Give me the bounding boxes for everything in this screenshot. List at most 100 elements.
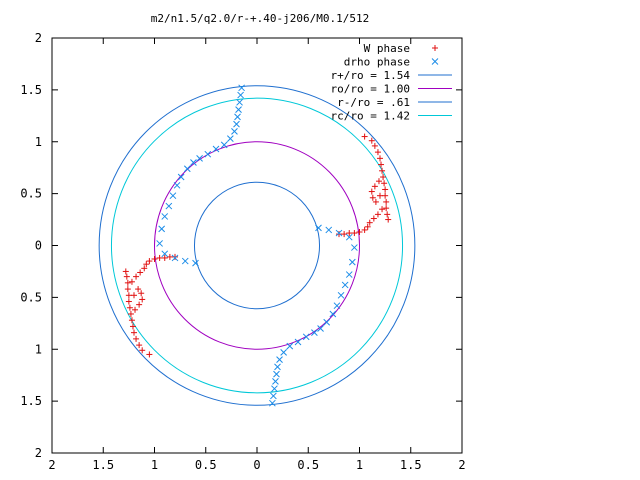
drho-phase-point — [348, 258, 356, 266]
drho-phase-point — [341, 281, 349, 289]
w-phase-point — [384, 211, 391, 218]
drho-phase-point — [177, 173, 185, 181]
drho-phase-point — [183, 165, 191, 173]
drho-phase-point — [311, 329, 318, 337]
w-phase-point — [351, 230, 358, 237]
w-phase-point — [383, 198, 390, 205]
w-phase-point — [131, 292, 137, 299]
radius-circle — [154, 141, 360, 350]
x-tick-label: 0.5 — [195, 458, 217, 472]
x-tick-label: 1 — [151, 458, 158, 472]
drho-phase-point — [333, 302, 341, 310]
w-phase-point — [125, 298, 132, 305]
w-phase-point — [124, 286, 131, 293]
w-phase-point — [383, 205, 390, 212]
w-phase-point — [124, 279, 131, 286]
w-phase-point — [166, 253, 173, 260]
radius-circle — [98, 85, 416, 406]
legend-marker-sample — [432, 45, 438, 51]
drho-phase-point — [226, 135, 234, 142]
w-phase-point — [138, 290, 145, 297]
w-phase-point — [378, 161, 385, 168]
w-phase-point — [368, 188, 375, 195]
legend-label: drho phase — [344, 56, 410, 69]
w-phase-point — [364, 223, 371, 230]
drho-phase-point — [329, 310, 337, 318]
y-tick-label: 0.5 — [20, 290, 42, 304]
w-phase-point — [136, 342, 143, 349]
y-tick-label: 1 — [35, 135, 42, 149]
w-phase-point — [137, 269, 144, 276]
drho-phase-point — [171, 254, 179, 262]
w-phase-point — [346, 230, 353, 237]
drho-phase-point — [317, 325, 324, 332]
x-tick-label: 2 — [48, 458, 55, 472]
w-phase-point — [161, 254, 168, 261]
y-tick-label: 2 — [35, 446, 42, 460]
drho-phase-point — [231, 128, 238, 135]
drho-phase-point — [235, 106, 242, 113]
phase-points — [122, 84, 392, 407]
w-phase-point — [374, 211, 381, 218]
drho-phase-point — [236, 98, 243, 106]
w-phase-point — [136, 301, 143, 308]
w-phase-point — [371, 183, 378, 190]
drho-phase-point — [156, 240, 163, 247]
w-phase-point — [123, 273, 130, 280]
legend-label: r+/ro = 1.54 — [331, 69, 411, 82]
radius-circle — [193, 181, 321, 310]
w-phase-point — [382, 192, 389, 199]
w-phase-point — [381, 180, 388, 187]
drho-phase-point — [337, 291, 345, 299]
drho-phase-point — [325, 226, 333, 234]
drho-phase-point — [181, 257, 189, 265]
w-phase-point — [382, 186, 389, 193]
drho-phase-point — [323, 318, 331, 326]
drho-phase-point — [345, 271, 353, 278]
drho-phase-point — [220, 141, 228, 149]
x-tick-label: 2 — [458, 458, 465, 472]
w-phase-point — [143, 261, 150, 268]
w-phase-point — [125, 292, 132, 299]
drho-phase-point — [315, 224, 322, 232]
w-phase-point — [385, 216, 392, 223]
w-phase-point — [146, 258, 153, 265]
w-phase-point — [341, 231, 348, 238]
w-phase-point — [126, 304, 133, 311]
w-phase-point — [377, 155, 383, 162]
legend-label: ro/ro = 1.00 — [331, 83, 410, 96]
w-phase-point — [133, 335, 140, 342]
drho-phase-point — [273, 370, 280, 378]
drho-phase-point — [286, 342, 294, 350]
legend-label: W phase — [364, 42, 410, 55]
drho-phase-point — [169, 192, 177, 200]
y-tick-label: 0.5 — [20, 187, 42, 201]
w-phase-point — [151, 255, 158, 262]
w-phase-point — [156, 254, 163, 261]
w-phase-point — [336, 231, 342, 238]
drho-phase-point — [212, 145, 220, 153]
y-tick-label: 1.5 — [20, 83, 42, 97]
w-phase-point — [361, 226, 368, 233]
w-phase-point — [135, 286, 142, 293]
drho-phase-point — [158, 225, 166, 233]
x-tick-label: 0 — [253, 458, 260, 472]
y-tick-label: 1 — [35, 342, 42, 356]
w-phase-point — [127, 310, 134, 317]
w-phase-point — [377, 192, 383, 199]
drho-phase-point — [165, 202, 173, 210]
radius-circle — [110, 97, 404, 394]
drho-phase-point — [190, 159, 197, 166]
x-tick-label: 1.5 — [92, 458, 114, 472]
y-tick-label: 2 — [35, 31, 42, 45]
x-tick-label: 1 — [356, 458, 363, 472]
drho-phase-point — [270, 392, 277, 400]
legend-label: rc/ro = 1.42 — [331, 110, 410, 123]
y-tick-label: 1.5 — [20, 394, 42, 408]
w-phase-point — [122, 268, 129, 275]
w-phase-point — [361, 133, 368, 140]
drho-phase-point — [294, 338, 302, 346]
w-phase-point — [370, 215, 377, 222]
